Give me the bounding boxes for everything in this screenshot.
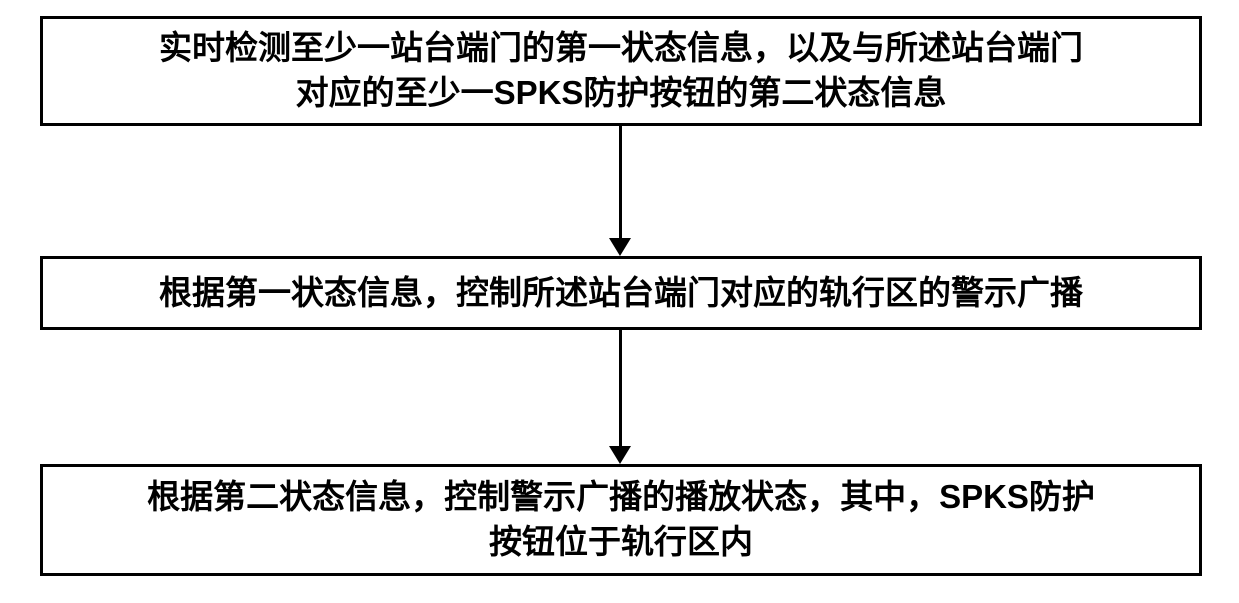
flow-node-1: 实时检测至少一站台端门的第一状态信息，以及与所述站台端门 对应的至少一SPKS防…: [40, 16, 1202, 126]
flowchart-canvas: 实时检测至少一站台端门的第一状态信息，以及与所述站台端门 对应的至少一SPKS防…: [0, 0, 1239, 603]
arrow-down-icon: [609, 446, 631, 464]
flow-node-3: 根据第二状态信息，控制警示广播的播放状态，其中，SPKS防护 按钮位于轨行区内: [40, 464, 1202, 576]
flow-node-2: 根据第一状态信息，控制所述站台端门对应的轨行区的警示广播: [40, 256, 1202, 330]
arrow-line-icon: [619, 330, 622, 446]
flow-node-1-text: 实时检测至少一站台端门的第一状态信息，以及与所述站台端门 对应的至少一SPKS防…: [159, 26, 1083, 115]
flow-node-2-text: 根据第一状态信息，控制所述站台端门对应的轨行区的警示广播: [159, 271, 1083, 316]
arrow-line-icon: [619, 126, 622, 238]
flow-node-3-text: 根据第二状态信息，控制警示广播的播放状态，其中，SPKS防护 按钮位于轨行区内: [147, 475, 1095, 564]
arrow-down-icon: [609, 238, 631, 256]
